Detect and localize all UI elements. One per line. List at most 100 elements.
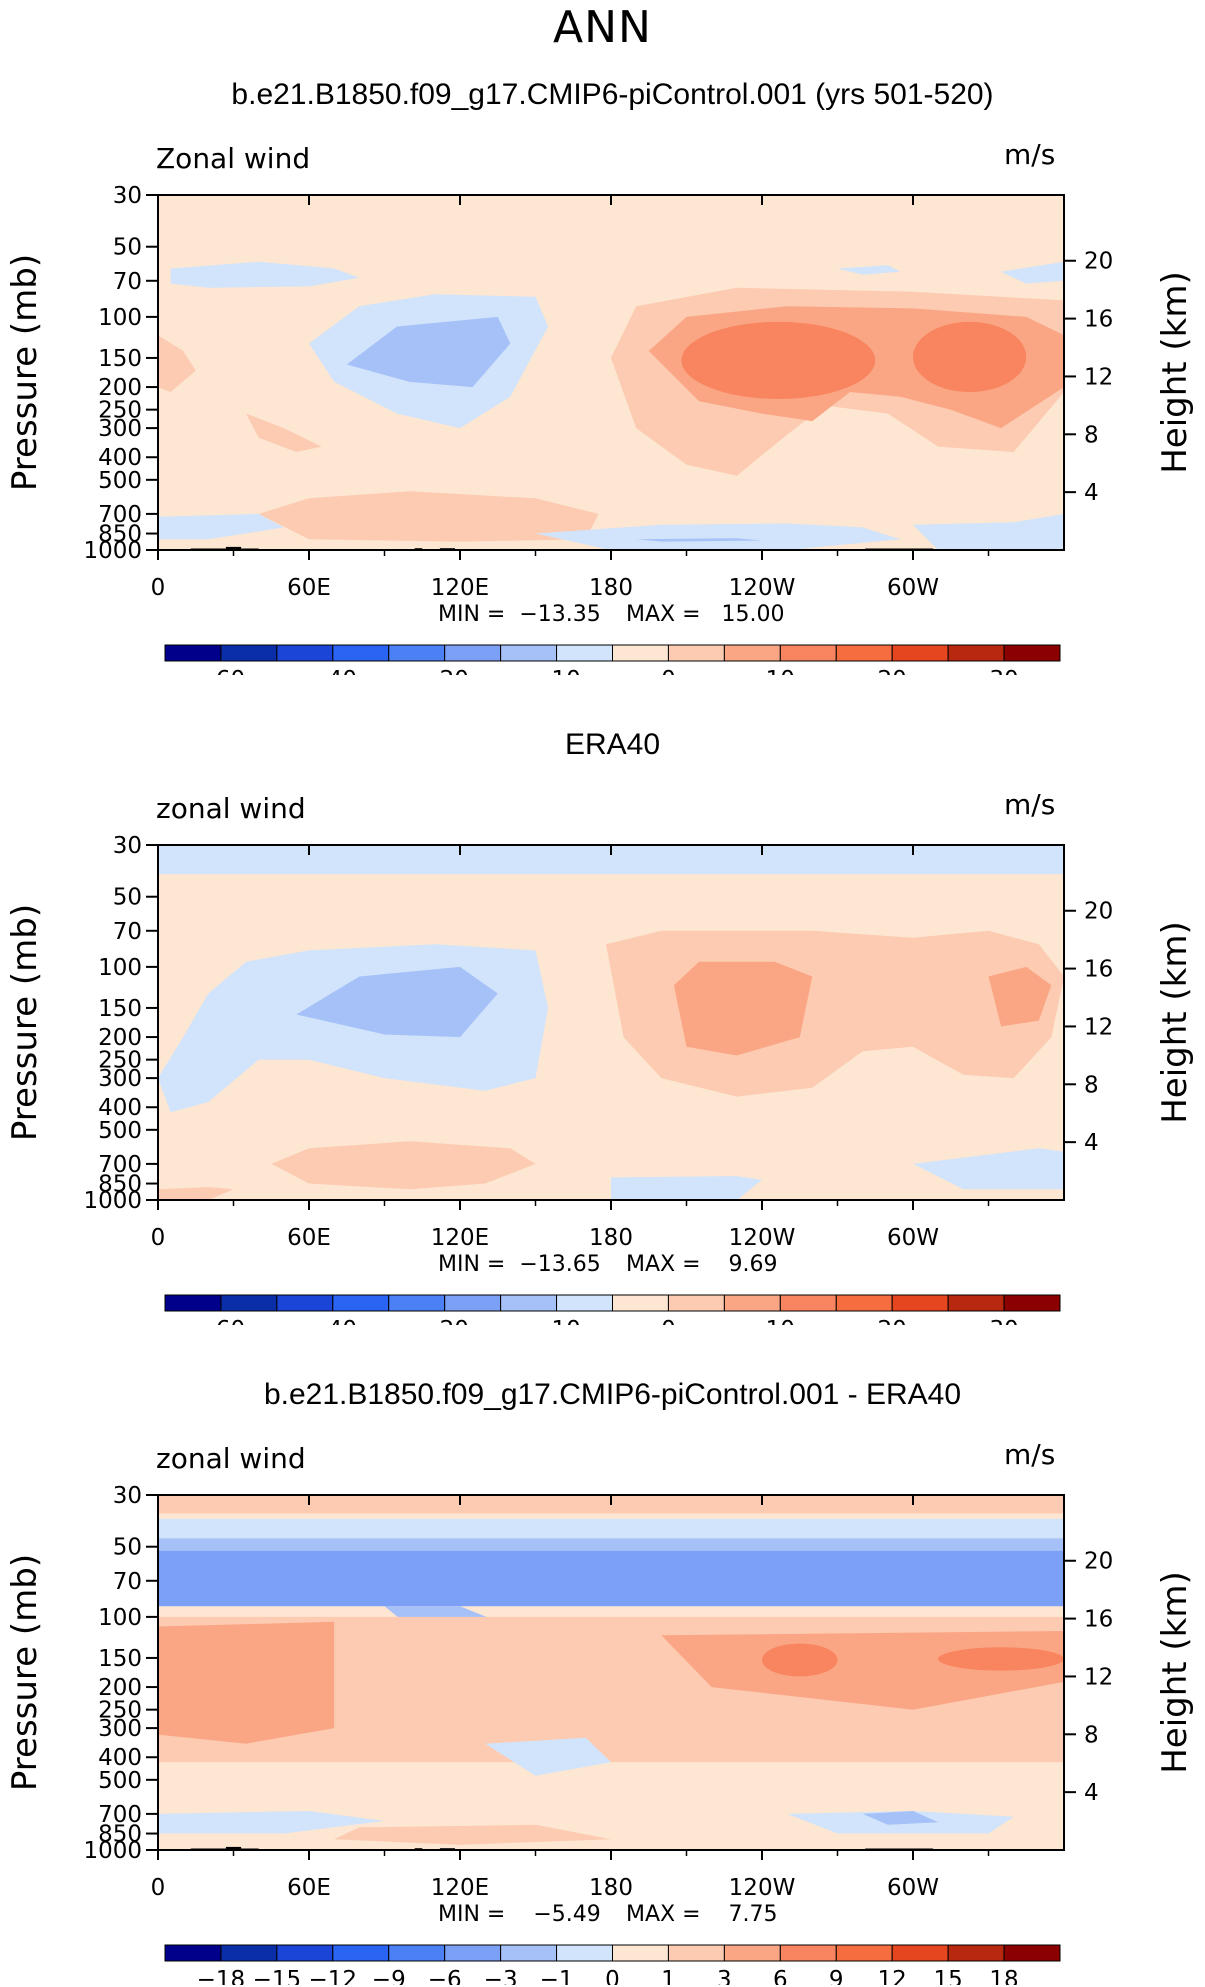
colorbar-label: −10	[532, 1317, 581, 1325]
contour-easterly-spot-lower	[636, 538, 762, 542]
y-axis-title-right: Height (km)	[1155, 921, 1195, 1124]
colorbar-label: 20	[878, 667, 907, 675]
contour-easterly-surface-mid	[611, 1176, 762, 1200]
lon-tick-label: 60E	[287, 575, 331, 601]
colorbar-segment	[332, 644, 390, 662]
colorbar-label: 20	[878, 1317, 907, 1325]
y-axis-title-right: Height (km)	[1155, 1571, 1195, 1774]
height-tick-label: 16	[1084, 307, 1113, 333]
panel-title-1: b.e21.B1850.f09_g17.CMIP6-piControl.001 …	[231, 78, 994, 111]
pressure-tick-label: 1000	[83, 538, 142, 564]
pressure-tick-label: 500	[98, 1118, 142, 1144]
contour-easterly-band-a	[158, 1538, 1064, 1551]
pressure-tick-label: 300	[98, 1066, 142, 1092]
colorbar-segment	[164, 1944, 222, 1962]
colorbar-segment	[891, 1294, 949, 1312]
colorbar-segment	[947, 1294, 1005, 1312]
colorbar-label: 18	[989, 1967, 1018, 1985]
colorbar-segment	[723, 1944, 781, 1962]
terrain-mask	[414, 548, 423, 550]
lon-tick-label: 0	[151, 1875, 166, 1901]
colorbar-segment	[1003, 644, 1061, 662]
contour-westerly-bias-west	[158, 1621, 335, 1744]
contour-easterly-core	[346, 316, 511, 388]
lon-tick-label: 180	[589, 575, 633, 601]
pressure-tick-label: 250	[98, 398, 142, 424]
colorbar-segment	[220, 1294, 278, 1312]
units-label-1: m/s	[1004, 138, 1056, 171]
colorbar-segment	[164, 1294, 222, 1312]
y-axis-title: Pressure (mb)	[5, 904, 45, 1141]
colorbar-segment	[332, 1294, 390, 1312]
pressure-tick-label: 50	[113, 235, 142, 261]
colorbar-label: −40	[309, 1317, 358, 1325]
colorbar-segment	[388, 1294, 446, 1312]
pressure-tick-label: 850	[98, 1822, 142, 1848]
pressure-tick-label: 700	[98, 1802, 142, 1828]
pressure-tick-label: 70	[113, 1569, 142, 1595]
colorbar-segment	[947, 1944, 1005, 1962]
colorbar-label: 0	[605, 1967, 620, 1985]
units-label-3: m/s	[1004, 1438, 1056, 1471]
lon-tick-label: 120E	[431, 1875, 489, 1901]
height-tick-label: 20	[1084, 899, 1113, 925]
lon-tick-label: 60W	[887, 1875, 939, 1901]
colorbar-segment	[723, 1294, 781, 1312]
max-label-1: MAX = 15.00	[626, 602, 785, 627]
contour-easterly-mid-patch	[485, 1737, 611, 1776]
colorbar-segment	[612, 644, 669, 662]
contour-westerly-lower	[334, 1824, 611, 1845]
colorbar-segment	[276, 1944, 334, 1962]
pressure-tick-label: 30	[113, 183, 142, 209]
colorbar-segment	[667, 1944, 725, 1962]
contour-westerly-lower	[258, 491, 599, 542]
colorbar-segment	[220, 644, 278, 662]
variable-label-2: zonal wind	[156, 792, 306, 825]
pressure-tick-label: 100	[98, 1605, 142, 1631]
pressure-tick-label: 700	[98, 502, 142, 528]
pressure-tick-label: 400	[98, 1745, 142, 1771]
colorbar-segment	[276, 644, 334, 662]
colorbar-label: 0	[661, 1317, 676, 1325]
colorbar-segment	[444, 1944, 502, 1962]
colorbar-label: −15	[253, 1967, 302, 1985]
y-axis-title: Pressure (mb)	[5, 1554, 45, 1791]
contour-easterly-lower-west	[158, 1811, 385, 1834]
pressure-tick-label: 70	[113, 269, 142, 295]
colorbar-segment	[947, 644, 1005, 662]
contour-westerly-jet-core	[681, 321, 876, 399]
contour-westerly-patch	[246, 413, 322, 452]
pressure-tick-label: 100	[98, 305, 142, 331]
contour-easterly-band-core	[158, 1550, 1064, 1607]
contour-westerly-core	[673, 961, 813, 1056]
height-tick-label: 12	[1084, 1014, 1113, 1040]
pressure-tick-label: 700	[98, 1152, 142, 1178]
pressure-tick-label: 500	[98, 468, 142, 494]
pressure-tick-label: 30	[113, 1483, 142, 1509]
contour-easterly-band-upper	[158, 1518, 1064, 1539]
height-tick-label: 8	[1084, 422, 1099, 448]
max-label-3: MAX = 7.75	[626, 1902, 778, 1927]
colorbar-segment	[667, 644, 725, 662]
colorbar-segment	[1003, 1294, 1061, 1312]
colorbar-segment	[556, 1294, 613, 1312]
height-tick-label: 12	[1084, 1664, 1113, 1690]
colorbar-label: −60	[197, 1317, 246, 1325]
colorbar-segment	[835, 1294, 893, 1312]
height-tick-label: 8	[1084, 1072, 1099, 1098]
contour-westerly-lower	[271, 1141, 536, 1190]
colorbar-label: −20	[420, 1317, 469, 1325]
colorbar-segment	[444, 644, 502, 662]
contour-westerly-west	[158, 335, 196, 392]
pressure-tick-label: 500	[98, 1768, 142, 1794]
terrain-mask	[439, 548, 455, 550]
pressure-tick-label: 1000	[83, 1838, 142, 1864]
main-title: ANN	[553, 2, 652, 53]
colorbar-segment	[835, 1944, 893, 1962]
min-label-2: MIN = −13.65	[438, 1252, 601, 1277]
pressure-tick-label: 250	[98, 1698, 142, 1724]
pressure-tick-label: 250	[98, 1048, 142, 1074]
lon-tick-label: 120E	[431, 1225, 489, 1251]
terrain-mask	[190, 1848, 259, 1850]
y-axis-title-right: Height (km)	[1155, 271, 1195, 474]
